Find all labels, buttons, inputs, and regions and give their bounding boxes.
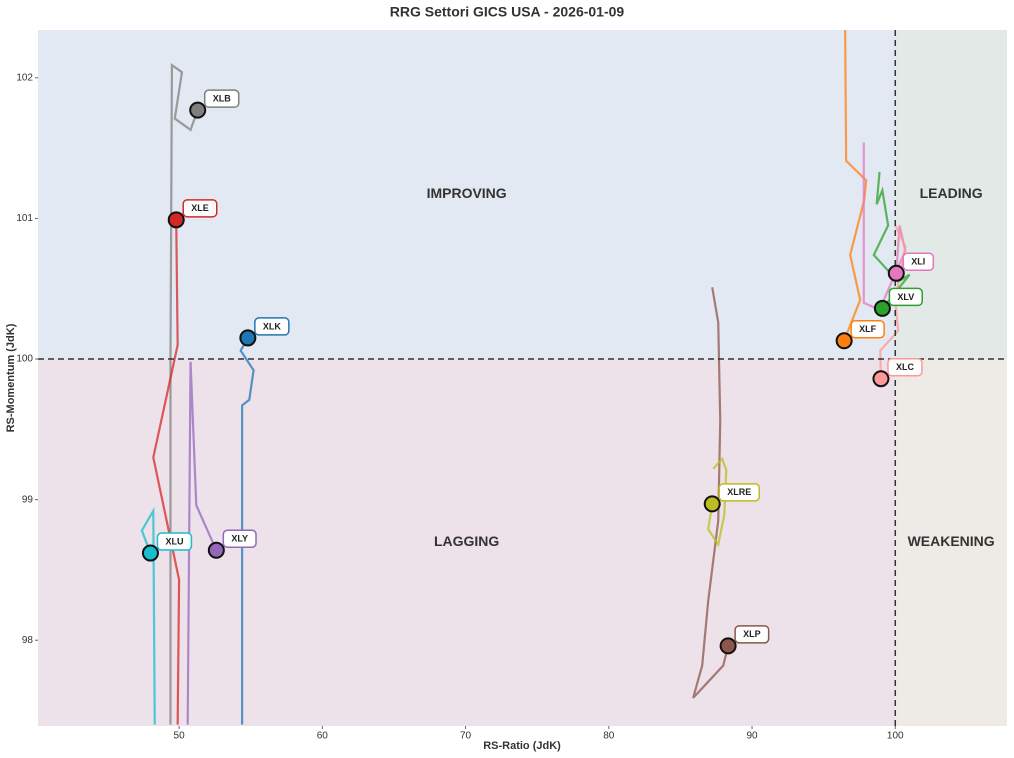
tail bbox=[872, 171, 911, 310]
head bbox=[167, 211, 185, 229]
head-label: XLC bbox=[887, 357, 923, 377]
label-box bbox=[254, 317, 290, 336]
head-label: XLF bbox=[850, 319, 885, 339]
x-tick-label: 90 bbox=[746, 731, 758, 742]
label-box bbox=[222, 529, 257, 548]
head-label: XLK bbox=[254, 317, 290, 336]
head bbox=[873, 299, 891, 317]
head bbox=[141, 544, 159, 562]
head bbox=[239, 329, 257, 347]
label-text: XLB bbox=[213, 94, 232, 104]
label-text: XLC bbox=[896, 362, 915, 372]
label-box bbox=[902, 252, 935, 271]
quadrant-label: LAGGING bbox=[434, 533, 499, 549]
label-box bbox=[888, 287, 923, 307]
head-label: XLI bbox=[902, 252, 935, 271]
head-label: XLY bbox=[222, 529, 257, 548]
quadrant-label: IMPROVING bbox=[427, 185, 507, 201]
head-label: XLRE bbox=[718, 483, 760, 502]
head bbox=[207, 541, 225, 559]
chart-title: RRG Settori GICS USA - 2026-01-09 bbox=[390, 4, 625, 20]
quadrant-background bbox=[895, 359, 1007, 726]
label-box bbox=[182, 199, 218, 218]
overlay: IMPROVING LEADING LAGGING WEAKENING XLB XLE XL… bbox=[38, 30, 1007, 726]
label-text: XLV bbox=[897, 292, 914, 302]
x-tick-label: 60 bbox=[317, 731, 329, 742]
head-label: XLP bbox=[734, 625, 770, 644]
y-axis-label: RS-Momentum (JdK) bbox=[5, 323, 17, 432]
x-tick-label: 100 bbox=[887, 731, 904, 742]
head bbox=[872, 370, 890, 388]
tail bbox=[707, 456, 728, 548]
quadrant-label: WEAKENING bbox=[908, 533, 995, 549]
tail bbox=[879, 224, 907, 379]
x-tick-label: 80 bbox=[603, 731, 615, 742]
label-text: XLK bbox=[263, 321, 282, 331]
label-box bbox=[887, 357, 923, 377]
x-tick-label: 50 bbox=[174, 731, 186, 742]
label-text: XLE bbox=[191, 203, 209, 213]
head bbox=[887, 264, 905, 282]
label-box bbox=[156, 532, 193, 551]
quadrant-label: LEADING bbox=[920, 185, 983, 201]
x-tick-label: 70 bbox=[460, 731, 472, 742]
label-text: XLF bbox=[859, 324, 877, 334]
tail bbox=[140, 506, 156, 725]
label-text: XLRE bbox=[727, 487, 751, 497]
head-label: XLU bbox=[156, 532, 193, 551]
head-label: XLV bbox=[888, 287, 923, 307]
y-tick-label: 100 bbox=[16, 354, 33, 365]
y-tick-label: 98 bbox=[22, 635, 34, 646]
tail bbox=[239, 337, 255, 725]
label-box bbox=[734, 625, 770, 644]
label-box bbox=[718, 483, 760, 502]
head-label: XLB bbox=[203, 89, 240, 108]
label-text: XLP bbox=[743, 629, 761, 639]
head-label: XLE bbox=[182, 199, 218, 218]
x-axis-label: RS-Ratio (JdK) bbox=[483, 740, 561, 752]
tail bbox=[692, 287, 730, 699]
head bbox=[835, 332, 853, 350]
head bbox=[703, 495, 721, 513]
label-text: XLU bbox=[165, 536, 183, 546]
tail bbox=[152, 219, 181, 725]
label-box bbox=[850, 319, 885, 339]
label-text: XLI bbox=[911, 257, 925, 267]
plot-area bbox=[140, 30, 911, 725]
y-tick-label: 99 bbox=[22, 494, 34, 505]
label-box bbox=[203, 89, 240, 108]
y-tick-label: 101 bbox=[16, 213, 33, 224]
label-text: XLY bbox=[231, 534, 248, 544]
y-tick-label: 102 bbox=[16, 72, 33, 83]
head bbox=[189, 101, 207, 119]
head bbox=[719, 637, 737, 655]
quadrant-backgrounds bbox=[38, 30, 1007, 726]
